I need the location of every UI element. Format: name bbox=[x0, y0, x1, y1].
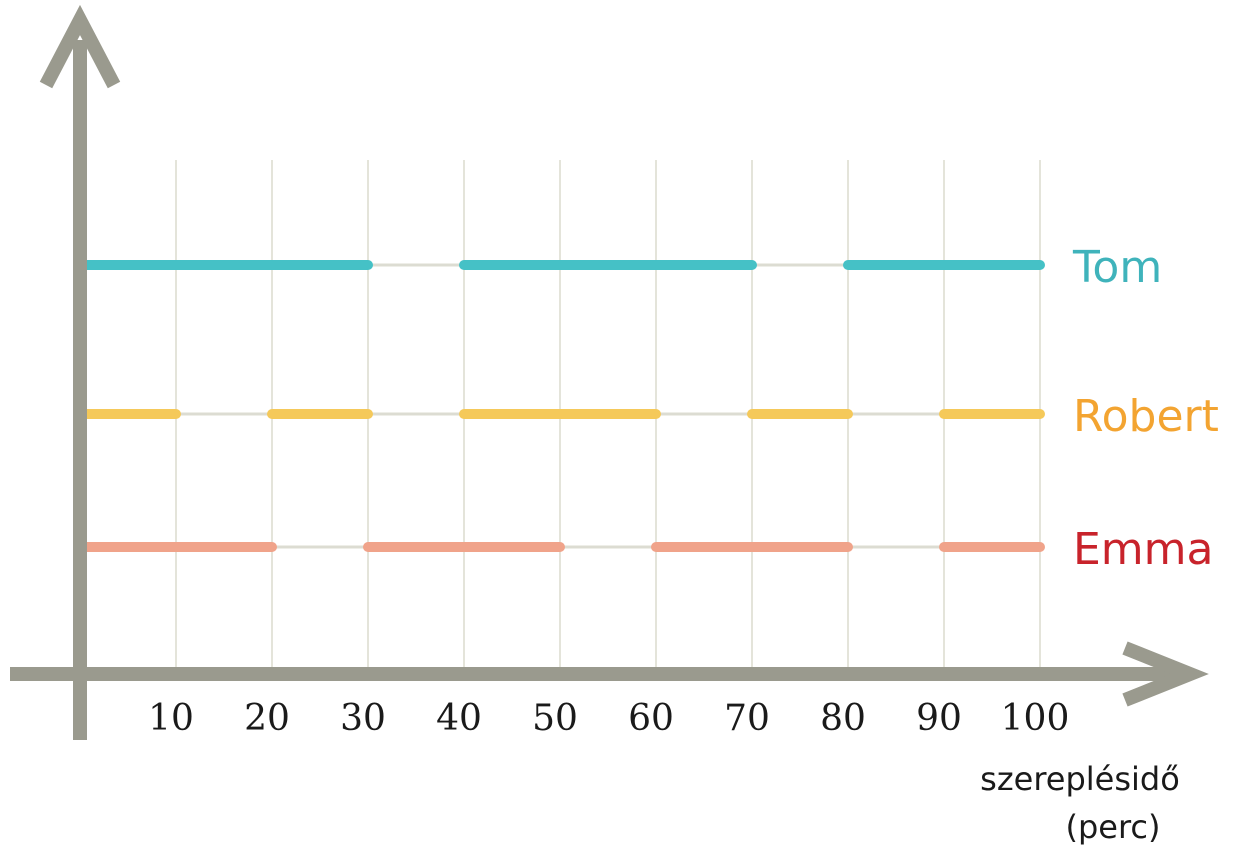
x-tick-label-90: 90 bbox=[916, 698, 962, 739]
x-axis-title: szereplésidő bbox=[980, 760, 1180, 798]
axes bbox=[10, 20, 1190, 740]
x-axis-unit: (perc) bbox=[1065, 808, 1160, 846]
x-tick-label-80: 80 bbox=[820, 698, 866, 739]
x-tick-labels: 10 20 30 40 50 60 70 80 90 100 bbox=[148, 698, 1069, 739]
x-tick-label-60: 60 bbox=[628, 698, 674, 739]
x-tick-label-20: 20 bbox=[244, 698, 290, 739]
x-tick-label-100: 100 bbox=[1001, 698, 1070, 739]
x-tick-label-40: 40 bbox=[436, 698, 482, 739]
series-label-tom: Tom bbox=[1072, 242, 1162, 293]
series-label-emma: Emma bbox=[1073, 524, 1214, 575]
x-tick-label-50: 50 bbox=[532, 698, 578, 739]
x-tick-label-10: 10 bbox=[148, 698, 194, 739]
x-tick-label-30: 30 bbox=[340, 698, 386, 739]
x-tick-label-70: 70 bbox=[724, 698, 770, 739]
series-labels: Tom Robert Emma bbox=[1072, 242, 1219, 575]
series-label-robert: Robert bbox=[1073, 391, 1219, 442]
